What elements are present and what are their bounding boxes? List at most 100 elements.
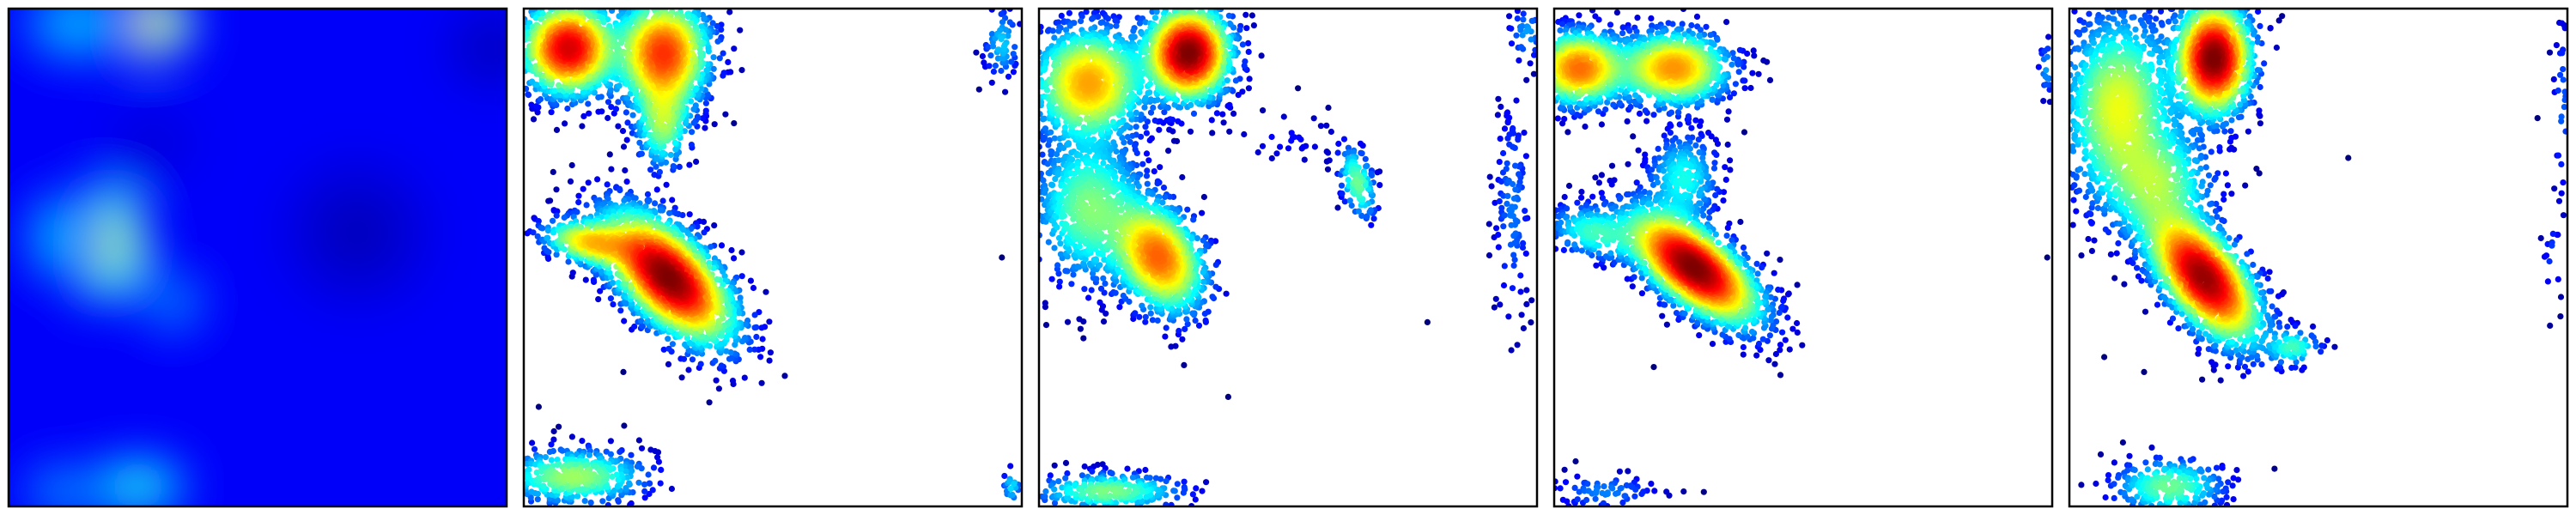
scatter-point <box>526 466 532 473</box>
scatter-point <box>617 448 623 456</box>
scatter-point <box>659 149 666 156</box>
scatter-point <box>686 211 693 218</box>
scatter-point <box>620 368 627 375</box>
scatter-point <box>656 168 664 175</box>
scatter-point <box>650 464 658 471</box>
scatter-point <box>629 112 636 118</box>
scatter-point <box>599 498 606 505</box>
scatter-point <box>565 258 572 265</box>
scatter-point <box>609 9 616 14</box>
scatter-points <box>524 9 1022 506</box>
scatter-point <box>682 341 689 348</box>
scatter-point <box>746 346 753 353</box>
scatter-point <box>546 448 554 456</box>
scatter-point <box>694 92 701 99</box>
scatter-point <box>723 348 730 354</box>
scatter-point <box>553 251 560 258</box>
scatter-point <box>738 249 745 256</box>
scatter-point <box>653 154 660 161</box>
scatter-point <box>665 345 672 352</box>
scatter-point <box>757 354 764 360</box>
scatter-point <box>710 264 717 271</box>
scatter-point <box>669 341 677 348</box>
scatter-point <box>641 488 648 495</box>
scatter-point <box>711 255 719 262</box>
scatter-point <box>731 45 738 52</box>
scatter-point <box>1002 27 1009 33</box>
scatter-point <box>728 354 735 361</box>
scatter-point <box>738 273 745 280</box>
scatter-point <box>550 436 557 443</box>
scatter-point <box>535 403 543 410</box>
scatter-point <box>544 234 551 241</box>
scatter-point <box>568 494 576 500</box>
scatter-point <box>699 333 706 340</box>
scatter-point <box>986 63 993 70</box>
scatter-point <box>607 466 614 474</box>
scatter-point <box>574 493 581 500</box>
scatter-point <box>559 447 566 454</box>
scatter-point <box>660 346 667 353</box>
scatter-point <box>556 423 562 430</box>
scatter-point <box>615 99 622 106</box>
scatter-point <box>623 468 629 475</box>
scatter-point <box>990 68 997 75</box>
scatter-point <box>524 85 530 92</box>
scatter-point <box>638 150 646 157</box>
scatter-point <box>621 318 628 324</box>
scatter-point <box>617 307 624 314</box>
scatter-point <box>607 451 615 457</box>
scatter-point <box>713 377 720 384</box>
scatter-point <box>751 312 758 318</box>
scatter-point <box>998 35 1005 43</box>
scatter-point <box>635 106 642 113</box>
scatter-point <box>726 9 733 15</box>
scatter-point <box>673 152 680 159</box>
scatter-point <box>698 85 705 92</box>
scatter-point <box>616 82 623 89</box>
scatter-point <box>649 487 656 494</box>
scatter-point <box>567 178 574 185</box>
scatter-point <box>678 374 685 381</box>
scatter-point <box>709 20 716 27</box>
scatter-point <box>553 126 561 133</box>
scatter-point <box>603 448 610 455</box>
scatter-point <box>554 457 561 464</box>
scatter-point <box>532 15 539 21</box>
scatter-point <box>747 277 755 284</box>
scatter-point <box>701 229 708 236</box>
scatter-point <box>608 104 615 111</box>
scatter-point <box>551 88 558 94</box>
scatter-point <box>548 457 555 464</box>
scatter-point <box>609 473 616 481</box>
scatter-point <box>686 339 693 346</box>
scatter-point <box>1005 33 1012 39</box>
scatter-point <box>703 71 711 78</box>
scatter-point <box>622 167 629 174</box>
scatter-point <box>1007 463 1014 470</box>
scatter-point <box>644 191 652 197</box>
scatter-point <box>610 280 617 287</box>
scatter-point <box>541 245 548 251</box>
scatter-point <box>585 100 592 107</box>
scatter-point <box>999 254 1005 261</box>
heatmap-blob-8-level-7 <box>346 221 368 244</box>
scatter-point <box>641 494 648 501</box>
scatter-point <box>532 461 539 468</box>
scatter-point <box>712 357 719 364</box>
scatter-point <box>556 92 563 99</box>
scatter-point <box>714 276 720 283</box>
scatter-point <box>561 246 568 253</box>
scatter-point <box>639 323 646 330</box>
scatter-point <box>759 336 766 342</box>
scatter-point <box>564 105 571 112</box>
scatter-point <box>688 142 696 148</box>
scatter-point <box>646 480 653 487</box>
scatter-point <box>586 451 593 458</box>
scatter-point <box>654 130 662 137</box>
scatter-point <box>645 198 652 205</box>
scatter-point <box>720 72 726 79</box>
scatter-point <box>605 501 611 506</box>
scatter-point <box>699 115 707 122</box>
scatter-point <box>707 244 714 251</box>
